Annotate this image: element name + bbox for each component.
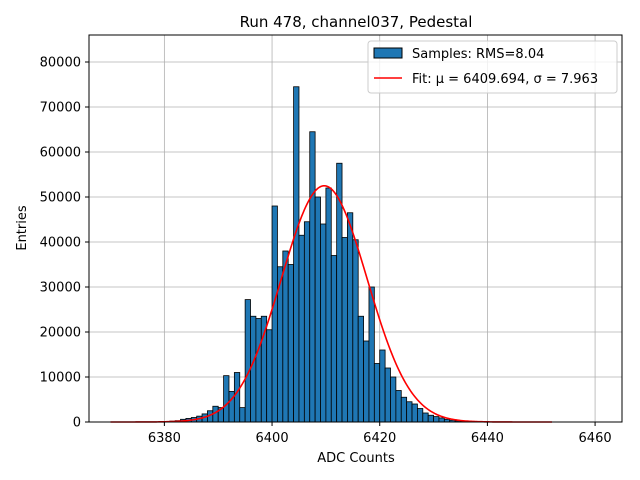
y-tick-label: 10000 <box>40 371 81 386</box>
histogram-bar <box>255 318 262 423</box>
histogram-bar <box>314 196 321 423</box>
histogram-bar <box>411 403 418 423</box>
histogram-bar <box>320 223 327 423</box>
histogram-bar <box>282 250 289 423</box>
histogram-bar <box>250 315 257 423</box>
histogram-bar <box>373 363 381 423</box>
histogram-bar <box>438 417 445 423</box>
legend-label-samples: Samples: RMS=8.04 <box>412 47 544 62</box>
histogram-bar <box>330 255 338 423</box>
histogram-bar <box>384 367 391 423</box>
legend: Samples: RMS=8.04 Fit: μ = 6409.694, σ =… <box>367 40 618 94</box>
legend-box <box>367 40 618 94</box>
y-axis-ticks: 0 10000 20000 30000 40000 50000 60000 70000 8000… <box>40 56 89 431</box>
histogram-bar <box>293 86 300 423</box>
histogram-bar <box>368 286 375 423</box>
histogram-bar <box>347 212 354 423</box>
histogram-bar <box>325 187 332 423</box>
histogram-bar <box>271 205 278 423</box>
y-tick-label: 0 <box>73 416 81 431</box>
histogram-bar <box>357 315 364 423</box>
histogram-bar <box>287 264 294 423</box>
histogram-bar <box>309 131 316 423</box>
histogram-bar <box>298 234 305 423</box>
histogram-bar <box>244 299 251 423</box>
y-tick-label: 30000 <box>40 281 81 296</box>
histogram-bar <box>341 237 348 423</box>
histogram-bar <box>233 372 241 423</box>
axes-frame <box>88 34 623 423</box>
legend-swatch-samples <box>373 47 403 59</box>
x-tick-label: 6460 <box>579 431 612 446</box>
histogram-bar <box>400 396 408 423</box>
x-axis-ticks: 6380 6400 6420 6440 6460 <box>148 422 612 446</box>
x-axis-label: ADC Counts <box>317 451 395 466</box>
histogram-bar <box>427 414 434 423</box>
y-axis-label: Entries <box>15 205 30 251</box>
histogram-bar <box>406 401 413 423</box>
y-tick-label: 50000 <box>40 191 81 206</box>
histogram-bar <box>390 376 397 423</box>
x-tick-label: 6400 <box>256 431 289 446</box>
histogram-bar <box>422 412 429 423</box>
chart-title: Run 478, channel037, Pedestal <box>240 13 473 31</box>
legend-label-fit: Fit: μ = 6409.694, σ = 7.963 <box>412 72 598 87</box>
histogram-bars <box>163 86 488 423</box>
histogram-bar <box>223 375 230 423</box>
x-tick-label: 6420 <box>363 431 396 446</box>
y-tick-label: 80000 <box>40 56 81 71</box>
histogram-bar <box>303 221 311 423</box>
histogram-bar <box>266 329 273 423</box>
y-tick-label: 40000 <box>40 236 81 251</box>
y-tick-label: 60000 <box>40 146 81 161</box>
y-tick-label: 20000 <box>40 326 81 341</box>
x-tick-label: 6440 <box>471 431 504 446</box>
histogram-bar <box>417 408 424 423</box>
y-tick-label: 70000 <box>40 101 81 116</box>
histogram-bar <box>433 416 440 423</box>
histogram-bar <box>239 407 246 423</box>
histogram-bar <box>379 349 386 423</box>
histogram-bar <box>395 390 402 423</box>
histogram-bar <box>352 239 359 423</box>
x-tick-label: 6380 <box>148 431 181 446</box>
histogram-bar <box>363 340 370 423</box>
